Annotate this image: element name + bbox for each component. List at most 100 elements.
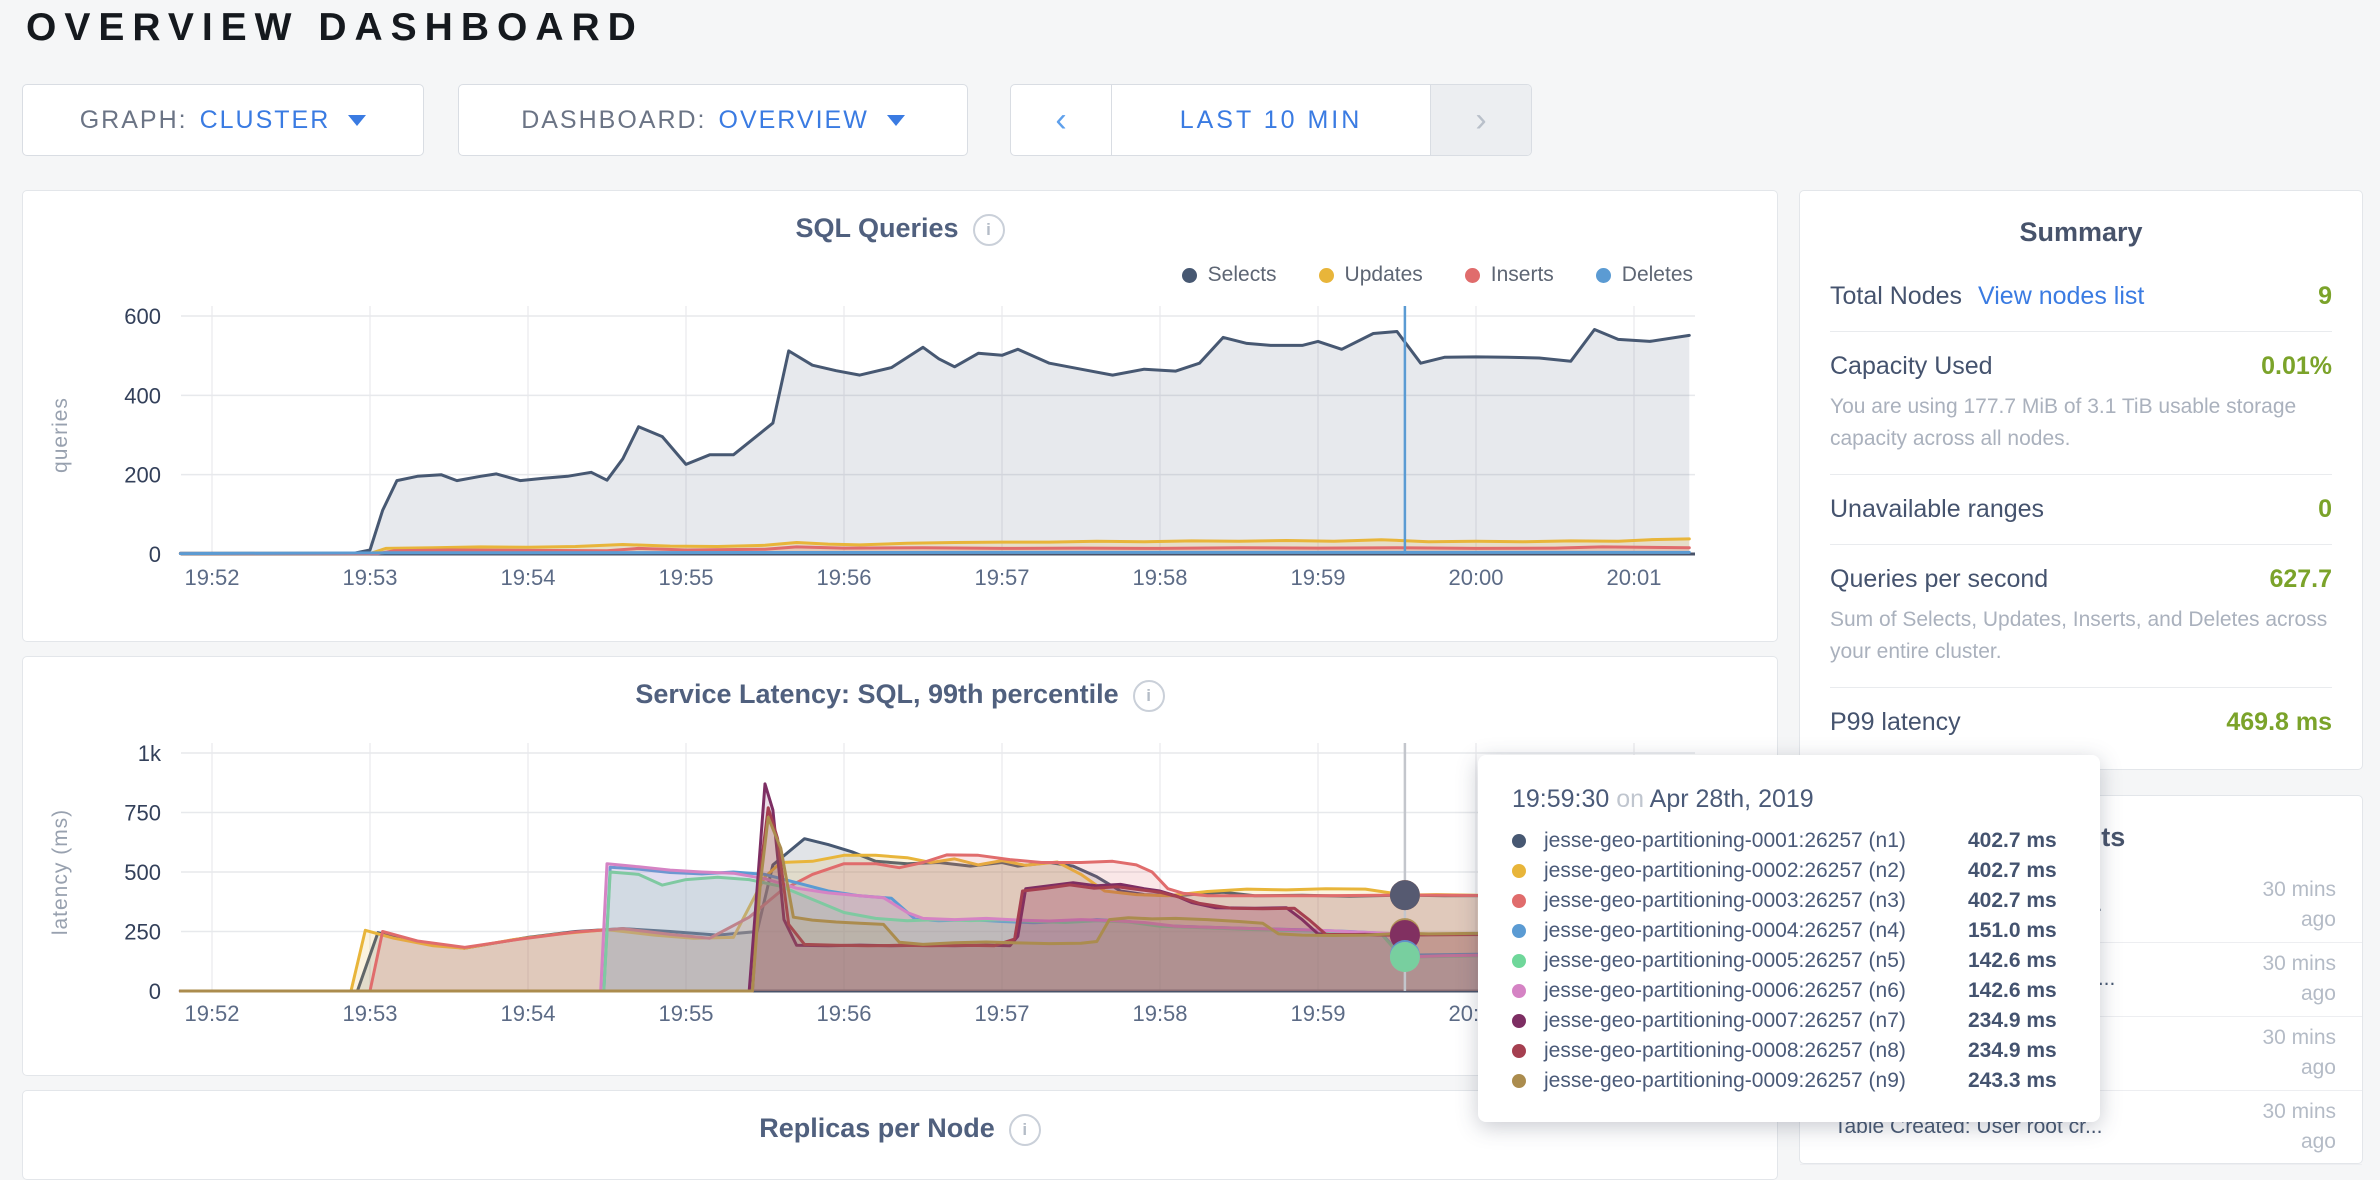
legend-dot xyxy=(1181,267,1197,283)
info-icon[interactable] xyxy=(972,213,1005,246)
series-dot-icon xyxy=(1512,1074,1526,1088)
legend-item-updates[interactable]: Updates xyxy=(1318,263,1423,287)
series-dot-icon xyxy=(1512,1044,1526,1058)
sql-queries-chart[interactable]: 19:52 19:53 19:54 19:55 19:56 19:57 19:58 19:59… xyxy=(23,191,1777,641)
time-range-picker: ‹ LAST 10 MIN › xyxy=(1010,84,1532,156)
svg-text:19:55: 19:55 xyxy=(658,1001,713,1026)
summary-row-qps: Queries per second 627.7 Sum of Selects,… xyxy=(1830,544,2332,687)
tooltip-node-value: 402.7 ms xyxy=(1968,859,2057,882)
svg-text:600: 600 xyxy=(124,304,161,329)
crosshair-dot xyxy=(1389,942,1420,973)
legend-item-inserts[interactable]: Inserts xyxy=(1464,263,1554,287)
svg-text:19:58: 19:58 xyxy=(1132,1001,1187,1026)
graph-dropdown-label: GRAPH: xyxy=(79,105,188,134)
svg-text:19:59: 19:59 xyxy=(1290,1001,1345,1026)
legend-item-deletes[interactable]: Deletes xyxy=(1595,263,1693,287)
legend-dot xyxy=(1595,267,1611,283)
tooltip-node-name: jesse-geo-partitioning-0004:26257 (n4) xyxy=(1544,919,1906,942)
svg-text:20:01: 20:01 xyxy=(1606,565,1661,590)
tooltip-node-value: 142.6 ms xyxy=(1968,949,2057,972)
svg-text:19:57: 19:57 xyxy=(974,1001,1029,1026)
page-title: OVERVIEW DASHBOARD xyxy=(26,6,644,49)
tooltip-node-name: jesse-geo-partitioning-0007:26257 (n7) xyxy=(1544,1009,1906,1032)
tooltip-node-name: jesse-geo-partitioning-0002:26257 (n2) xyxy=(1544,859,1906,882)
tooltip-node-value: 151.0 ms xyxy=(1968,919,2057,942)
svg-text:750: 750 xyxy=(124,801,161,826)
svg-text:19:52: 19:52 xyxy=(184,565,239,590)
tooltip-node-name: jesse-geo-partitioning-0009:26257 (n9) xyxy=(1544,1069,1906,1092)
crosshair-dot xyxy=(1389,880,1420,911)
svg-text:19:57: 19:57 xyxy=(974,565,1029,590)
legend-dot xyxy=(1318,267,1334,283)
graph-dropdown[interactable]: GRAPH: CLUSTER xyxy=(22,84,424,156)
time-next-button: › xyxy=(1430,85,1531,155)
svg-text:400: 400 xyxy=(124,383,161,408)
capacity-used-value: 0.01% xyxy=(2261,352,2332,380)
tooltip-row: jesse-geo-partitioning-0007:26257 (n7) 23… xyxy=(1512,1006,2070,1036)
qps-description: Sum of Selects, Updates, Inserts, and De… xyxy=(1830,608,2328,663)
svg-text:0: 0 xyxy=(149,979,161,1004)
series-dot-icon xyxy=(1512,894,1526,908)
view-nodes-list-link[interactable]: View nodes list xyxy=(1978,282,2145,310)
svg-text:20:00: 20:00 xyxy=(1448,565,1503,590)
tooltip-row: jesse-geo-partitioning-0004:26257 (n4) 15… xyxy=(1512,916,2070,946)
tooltip-node-value: 402.7 ms xyxy=(1968,829,2057,852)
summary-row-unavailable-ranges: Unavailable ranges 0 xyxy=(1830,474,2332,544)
series-dot-icon xyxy=(1512,924,1526,938)
tooltip-row: jesse-geo-partitioning-0006:26257 (n6) 14… xyxy=(1512,976,2070,1006)
svg-text:250: 250 xyxy=(124,920,161,945)
info-icon[interactable] xyxy=(1008,1113,1041,1146)
event-time: 30 mins ago xyxy=(2262,951,2336,1006)
tooltip-node-name: jesse-geo-partitioning-0001:26257 (n1) xyxy=(1544,829,1906,852)
tooltip-node-name: jesse-geo-partitioning-0006:26257 (n6) xyxy=(1544,979,1906,1002)
service-latency-card: Service Latency: SQL, 99th percentile 19… xyxy=(22,656,1778,1076)
svg-text:19:54: 19:54 xyxy=(500,565,555,590)
dashboard-dropdown-label: DASHBOARD: xyxy=(521,105,707,134)
tooltip-row: jesse-geo-partitioning-0008:26257 (n8) 23… xyxy=(1512,1036,2070,1066)
tooltip-row: jesse-geo-partitioning-0001:26257 (n1) 40… xyxy=(1512,826,2070,856)
sql-queries-legend: Selects Updates Inserts Deletes xyxy=(1181,263,1693,287)
capacity-used-description: You are using 177.7 MiB of 3.1 TiB usabl… xyxy=(1830,395,2297,450)
svg-text:19:53: 19:53 xyxy=(342,1001,397,1026)
tooltip-node-name: jesse-geo-partitioning-0003:26257 (n3) xyxy=(1544,889,1906,912)
tooltip-row: jesse-geo-partitioning-0002:26257 (n2) 40… xyxy=(1512,856,2070,886)
summary-rows: Total Nodes View nodes list 9 Capacity U… xyxy=(1800,262,2362,757)
svg-text:19:55: 19:55 xyxy=(658,565,713,590)
svg-text:19:54: 19:54 xyxy=(500,1001,555,1026)
summary-row-capacity-used: Capacity Used 0.01% You are using 177.7 … xyxy=(1830,331,2332,474)
tooltip-node-value: 142.6 ms xyxy=(1968,979,2057,1002)
summary-row-p99: P99 latency 469.8 ms xyxy=(1830,687,2332,757)
chart-hover-tooltip: 19:59:30 on Apr 28th, 2019 jesse-geo-par… xyxy=(1478,755,2100,1122)
event-time: 30 mins ago xyxy=(2262,1099,2336,1154)
series-dot-icon xyxy=(1512,984,1526,998)
series-dot-icon xyxy=(1512,834,1526,848)
chevron-down-icon xyxy=(886,114,905,126)
legend-item-selects[interactable]: Selects xyxy=(1181,263,1277,287)
p99-latency-value: 469.8 ms xyxy=(2226,708,2332,736)
qps-value: 627.7 xyxy=(2269,565,2332,593)
time-range-label[interactable]: LAST 10 MIN xyxy=(1179,105,1363,134)
tooltip-row: jesse-geo-partitioning-0003:26257 (n3) 40… xyxy=(1512,886,2070,916)
sql-queries-card: SQL Queries Selects Updates Inserts Dele… xyxy=(22,190,1778,642)
sql-queries-plot: 19:52 19:53 19:54 19:55 19:56 19:57 19:58 19:59… xyxy=(49,304,1695,590)
svg-text:19:59: 19:59 xyxy=(1290,565,1345,590)
sql-queries-title: SQL Queries xyxy=(23,213,1777,246)
legend-dot xyxy=(1464,267,1480,283)
svg-text:0: 0 xyxy=(149,542,161,567)
tooltip-node-value: 402.7 ms xyxy=(1968,889,2057,912)
service-latency-title: Service Latency: SQL, 99th percentile xyxy=(23,679,1777,712)
chevron-down-icon xyxy=(348,114,367,126)
summary-row-total-nodes: Total Nodes View nodes list 9 xyxy=(1830,282,2332,310)
service-latency-chart[interactable]: 19:52 19:53 19:54 19:55 19:56 19:57 19:58 19:59… xyxy=(23,657,1777,1075)
svg-text:19:58: 19:58 xyxy=(1132,565,1187,590)
dashboard-dropdown-value: OVERVIEW xyxy=(718,105,869,134)
total-nodes-value: 9 xyxy=(2318,282,2332,310)
tooltip-row: jesse-geo-partitioning-0009:26257 (n9) 24… xyxy=(1512,1066,2070,1096)
graph-dropdown-value: CLUSTER xyxy=(199,105,331,134)
dashboard-dropdown[interactable]: DASHBOARD: OVERVIEW xyxy=(458,84,968,156)
unavailable-ranges-value: 0 xyxy=(2318,495,2332,523)
svg-text:1k: 1k xyxy=(138,741,162,766)
info-icon[interactable] xyxy=(1132,679,1165,712)
svg-text:19:56: 19:56 xyxy=(816,565,871,590)
time-prev-button[interactable]: ‹ xyxy=(1011,85,1112,155)
